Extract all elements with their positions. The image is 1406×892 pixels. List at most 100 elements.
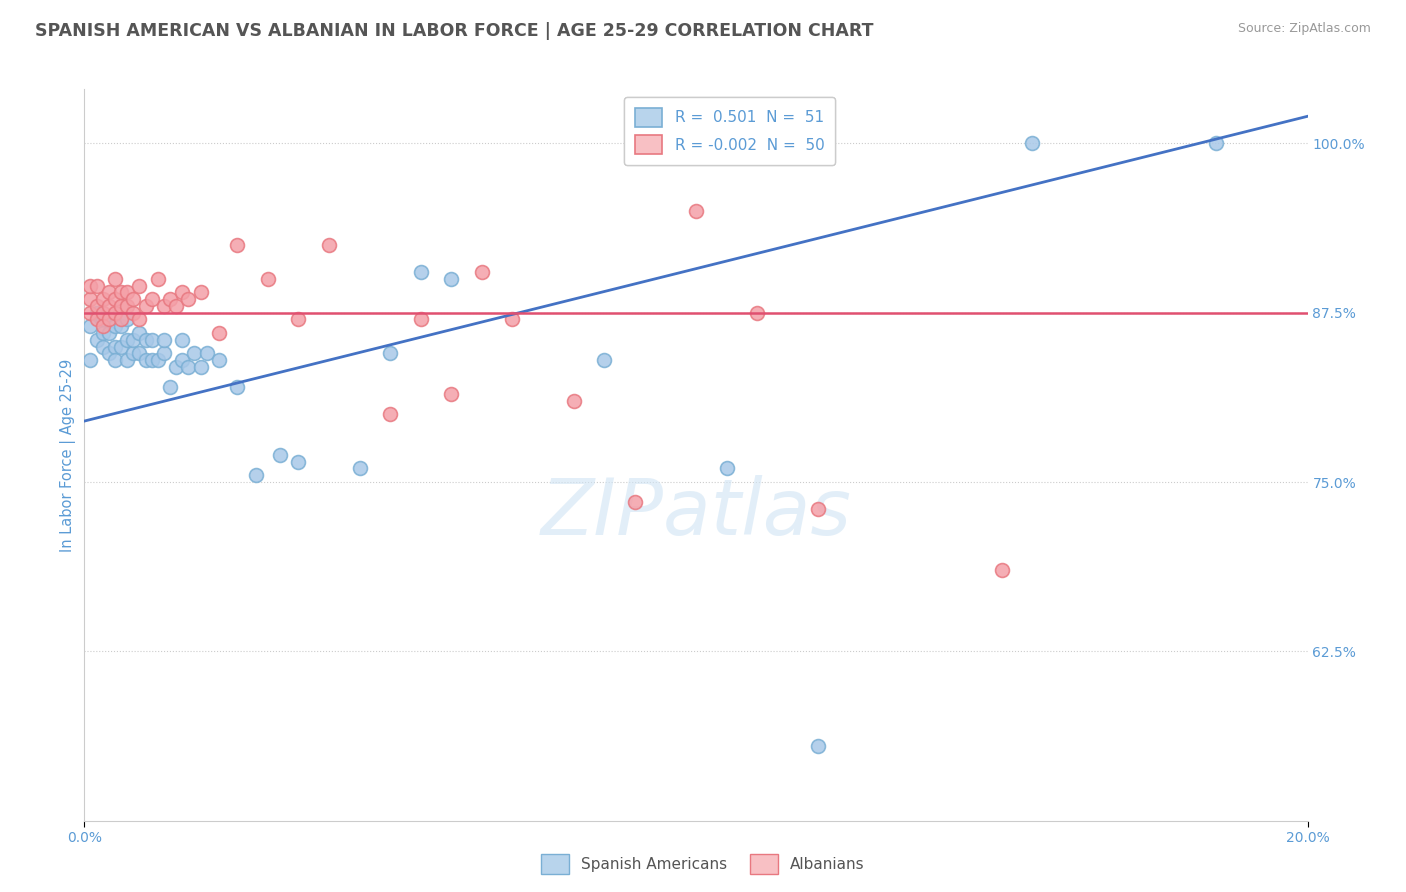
Point (91, 306, 114, 320)
Point (593, 353, 616, 368)
Point (318, 238, 340, 252)
Point (195, 346, 218, 360)
Point (172, 333, 194, 347)
Point (135, 353, 157, 368)
Point (141, 333, 163, 347)
Point (86, 278, 108, 293)
Point (122, 306, 145, 320)
Point (91, 292, 114, 306)
Point (110, 340, 132, 354)
Point (110, 312, 132, 326)
Point (562, 393, 585, 408)
Point (97, 285, 120, 300)
Point (115, 353, 138, 368)
Point (128, 278, 150, 293)
Legend: Spanish Americans, Albanians: Spanish Americans, Albanians (536, 848, 870, 880)
Point (716, 461, 738, 475)
Point (208, 326, 231, 340)
Point (141, 353, 163, 368)
Point (502, 312, 524, 326)
Point (685, 204, 707, 219)
Point (79, 319, 101, 334)
Point (165, 359, 187, 374)
Point (172, 353, 194, 368)
Point (172, 285, 194, 300)
Point (440, 387, 463, 401)
Point (97, 312, 120, 326)
Point (183, 346, 205, 360)
Point (135, 333, 157, 347)
Point (91, 319, 114, 334)
Point (349, 461, 371, 475)
Point (110, 285, 132, 300)
Point (190, 285, 212, 300)
Point (226, 380, 249, 394)
Point (153, 346, 176, 360)
Point (380, 346, 402, 360)
Point (79, 353, 101, 368)
Point (685, 150, 707, 164)
Point (115, 285, 138, 300)
Point (104, 319, 127, 334)
Point (115, 333, 138, 347)
Point (79, 306, 101, 320)
Point (287, 312, 309, 326)
Point (91, 340, 114, 354)
Point (141, 292, 163, 306)
Point (287, 455, 309, 469)
Point (257, 272, 280, 286)
Point (110, 319, 132, 334)
Point (471, 265, 494, 279)
Point (153, 299, 176, 313)
Point (91, 312, 114, 326)
Point (807, 739, 830, 753)
Text: ZIPatlas: ZIPatlas (540, 475, 852, 551)
Point (97, 299, 120, 313)
Point (807, 502, 830, 516)
Point (104, 306, 127, 320)
Point (97, 326, 120, 340)
Point (104, 272, 127, 286)
Point (104, 292, 127, 306)
Point (86, 312, 108, 326)
Point (86, 299, 108, 313)
Point (128, 346, 150, 360)
Point (226, 238, 249, 252)
Point (165, 299, 187, 313)
Point (440, 272, 463, 286)
Point (177, 359, 200, 374)
Point (91, 326, 114, 340)
Point (159, 292, 181, 306)
Point (79, 278, 101, 293)
Point (110, 299, 132, 313)
Point (1205, 136, 1227, 151)
Point (380, 407, 402, 421)
Point (159, 380, 181, 394)
Point (146, 353, 169, 368)
Point (624, 495, 647, 509)
Point (245, 468, 267, 483)
Point (104, 340, 127, 354)
Point (146, 272, 169, 286)
Point (122, 333, 145, 347)
Point (97, 346, 120, 360)
Point (409, 265, 432, 279)
Point (991, 563, 1014, 577)
Point (86, 306, 108, 320)
Point (1021, 136, 1043, 151)
Point (153, 333, 176, 347)
Point (122, 292, 145, 306)
Point (208, 353, 231, 368)
Point (135, 299, 157, 313)
Legend: R =  0.501  N =  51, R = -0.002  N =  50: R = 0.501 N = 51, R = -0.002 N = 50 (624, 97, 835, 165)
Point (104, 353, 127, 368)
Point (190, 359, 212, 374)
Point (409, 312, 432, 326)
Point (115, 312, 138, 326)
Text: SPANISH AMERICAN VS ALBANIAN IN LABOR FORCE | AGE 25-29 CORRELATION CHART: SPANISH AMERICAN VS ALBANIAN IN LABOR FO… (35, 22, 873, 40)
Point (128, 312, 150, 326)
Point (122, 346, 145, 360)
Point (115, 299, 138, 313)
Text: Source: ZipAtlas.com: Source: ZipAtlas.com (1237, 22, 1371, 36)
Point (269, 448, 291, 462)
